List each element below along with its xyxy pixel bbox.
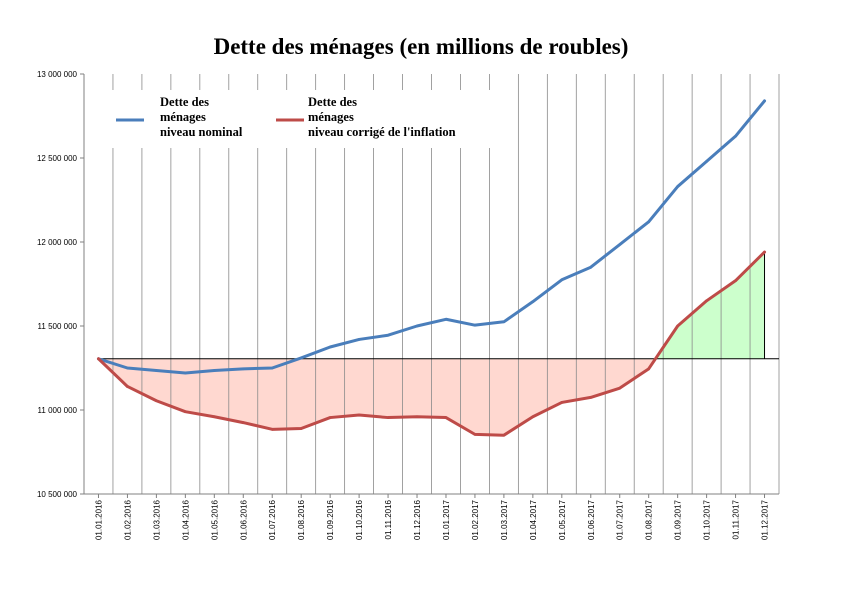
x-tick-label: 01.11.2016 bbox=[384, 499, 393, 539]
series-1-point bbox=[676, 185, 679, 188]
series-1-point bbox=[444, 317, 448, 321]
series-1-point bbox=[618, 243, 622, 246]
x-tick-label: 01.05.2016 bbox=[210, 499, 219, 540]
series-1-point bbox=[531, 300, 535, 303]
x-tick-label: 01.06.2016 bbox=[239, 499, 248, 540]
series-1-point bbox=[357, 338, 361, 341]
legend-label-1: niveau nominal bbox=[160, 125, 243, 139]
x-tick-label: 01.10.2016 bbox=[355, 499, 364, 540]
x-tick-label: 01.08.2016 bbox=[297, 499, 306, 540]
series-2-point bbox=[763, 250, 766, 254]
legend-label-2: niveau corrigé de l'inflation bbox=[308, 125, 456, 139]
series-2-point bbox=[415, 415, 419, 419]
x-tick-label: 01.02.2017 bbox=[471, 499, 480, 540]
series-line-1 bbox=[96, 99, 767, 375]
series-1-point bbox=[270, 366, 274, 370]
legend-label-1: Dette des bbox=[160, 95, 209, 109]
x-tick-label: 01.04.2016 bbox=[181, 499, 190, 540]
series-2-point bbox=[241, 421, 245, 424]
x-tick-label: 01.02.2016 bbox=[123, 499, 132, 540]
y-tick-label: 10 500 000 bbox=[37, 490, 78, 499]
series-2-point bbox=[705, 299, 708, 303]
y-tick-label: 13 000 000 bbox=[37, 70, 78, 79]
legend-label-2: Dette des bbox=[308, 95, 357, 109]
series-1-point bbox=[184, 371, 187, 375]
x-tick-label: 01.04.2017 bbox=[529, 499, 538, 540]
series-1-point bbox=[647, 220, 650, 224]
series-1-point bbox=[705, 160, 708, 163]
series-1-point bbox=[155, 369, 158, 372]
x-tick-label: 01.09.2016 bbox=[326, 499, 335, 540]
series-2-point bbox=[299, 427, 303, 430]
series-1-point bbox=[415, 324, 419, 328]
x-tick-label: 01.08.2017 bbox=[645, 499, 654, 540]
series-2-point bbox=[357, 413, 361, 417]
series-2-point bbox=[270, 428, 274, 431]
x-tick-label: 01.10.2017 bbox=[703, 499, 712, 540]
series-1-point bbox=[386, 333, 390, 337]
series-1-point bbox=[241, 367, 245, 371]
series-2-point bbox=[531, 415, 535, 419]
x-tick-label: 01.09.2017 bbox=[674, 499, 683, 540]
series-1-point bbox=[328, 345, 332, 349]
legend-label-2: ménages bbox=[308, 110, 354, 124]
series-1-point bbox=[473, 323, 477, 327]
series-1-point bbox=[126, 366, 129, 370]
x-tick-label: 01.03.2017 bbox=[500, 499, 509, 540]
x-tick-label: 01.05.2017 bbox=[558, 499, 567, 540]
chart-title: Dette des ménages (en millions de rouble… bbox=[213, 34, 629, 59]
x-tick-label: 01.01.2016 bbox=[94, 499, 103, 540]
series-1-point bbox=[560, 278, 564, 282]
series-1-point bbox=[763, 99, 766, 103]
x-tick-label: 01.11.2017 bbox=[732, 499, 741, 539]
series-2-point bbox=[676, 324, 679, 328]
x-tick-label: 01.12.2016 bbox=[413, 499, 422, 540]
series-2-point bbox=[734, 279, 737, 282]
series-2-point bbox=[155, 399, 158, 403]
x-tick-label: 01.06.2017 bbox=[587, 499, 596, 540]
series-1-point bbox=[589, 265, 593, 269]
series-2-point bbox=[213, 415, 216, 419]
series-2-point bbox=[126, 385, 129, 388]
x-tick-label: 01.12.2017 bbox=[761, 499, 770, 540]
series-2-point bbox=[184, 410, 187, 413]
series-2-point bbox=[328, 416, 332, 419]
legend-box bbox=[106, 90, 506, 148]
series-2-point bbox=[444, 416, 448, 419]
series-line-2 bbox=[96, 250, 767, 437]
series-2-point bbox=[97, 357, 100, 361]
series-2-point bbox=[618, 386, 622, 390]
x-tick-label: 01.03.2016 bbox=[152, 499, 161, 540]
x-tick-label: 01.01.2017 bbox=[442, 499, 451, 540]
series-2-point bbox=[386, 416, 390, 419]
x-tick-label: 01.07.2016 bbox=[268, 499, 277, 540]
series-2-point bbox=[473, 433, 477, 436]
y-tick-label: 11 500 000 bbox=[38, 322, 78, 331]
series-2-point bbox=[502, 433, 506, 437]
x-tick-label: 01.07.2017 bbox=[616, 499, 625, 540]
fill-below-reference bbox=[98, 358, 656, 436]
series-1-point bbox=[299, 356, 303, 360]
series-2-point bbox=[560, 401, 564, 404]
fill-above-reference bbox=[98, 252, 765, 359]
series-2-point bbox=[647, 367, 650, 371]
series-1-point bbox=[213, 369, 216, 372]
series-2-point bbox=[589, 396, 593, 399]
series-1-point bbox=[734, 134, 737, 138]
y-tick-label: 12 500 000 bbox=[37, 154, 78, 163]
y-tick-label: 12 000 000 bbox=[37, 238, 78, 247]
y-tick-label: 11 000 000 bbox=[38, 406, 78, 415]
series-1-point bbox=[502, 320, 506, 324]
legend-label-1: ménages bbox=[160, 110, 206, 124]
